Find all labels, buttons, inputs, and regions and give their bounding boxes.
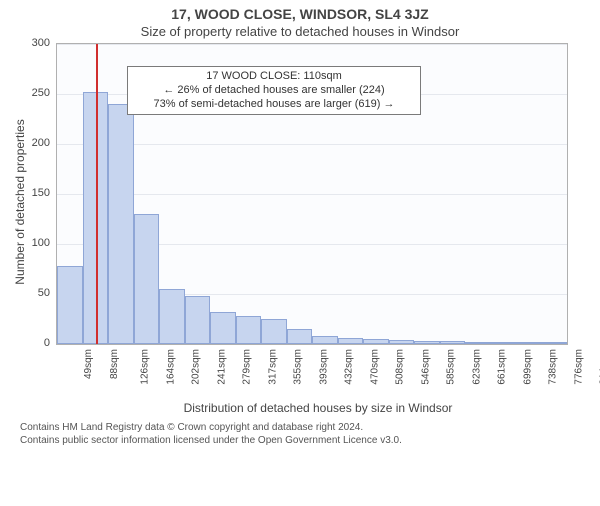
x-tick-label: 88sqm <box>109 349 120 379</box>
page-title: 17, WOOD CLOSE, WINDSOR, SL4 3JZ <box>0 6 600 22</box>
x-ticks: 49sqm 88sqm 126sqm 164sqm 202sqm 241sqm 279sqm… <box>56 345 566 397</box>
x-tick-label: 776sqm <box>573 349 584 385</box>
histogram-bar <box>57 266 83 344</box>
x-tick-label: 546sqm <box>420 349 431 385</box>
highlight-line <box>96 44 98 344</box>
plot-wrapper: 050100150200250300 17 WOOD CLOSE: 110sqm… <box>56 43 580 397</box>
histogram-bar <box>185 296 211 344</box>
gridline <box>57 144 567 145</box>
y-tick-label: 250 <box>32 87 50 99</box>
y-tick-mark <box>56 94 57 95</box>
footer-line-2: Contains public sector information licen… <box>20 434 580 447</box>
x-tick-label: 585sqm <box>446 349 457 385</box>
histogram-bar <box>440 341 466 344</box>
y-tick-label: 100 <box>32 237 50 249</box>
x-tick-label: 470sqm <box>369 349 380 385</box>
histogram-bar <box>287 329 313 344</box>
footer-line-1: Contains HM Land Registry data © Crown c… <box>20 421 580 434</box>
y-tick-label: 0 <box>44 337 50 349</box>
x-tick-label: 202sqm <box>191 349 202 385</box>
histogram-bar <box>338 338 364 344</box>
annotation-line: ← 26% of detached houses are smaller (22… <box>134 84 414 98</box>
y-tick-mark <box>56 194 57 195</box>
x-tick-label: 355sqm <box>293 349 304 385</box>
histogram-bar <box>236 316 262 344</box>
x-tick-label: 738sqm <box>548 349 559 385</box>
x-tick-label: 623sqm <box>471 349 482 385</box>
y-tick-mark <box>56 144 57 145</box>
histogram-bar <box>312 336 338 344</box>
y-tick-label: 150 <box>32 187 50 199</box>
plot-area: 17 WOOD CLOSE: 110sqm← 26% of detached h… <box>56 43 568 345</box>
histogram-bar <box>363 339 389 344</box>
y-ticks: 050100150200250300 <box>20 43 54 343</box>
x-tick-label: 279sqm <box>242 349 253 385</box>
histogram-bar <box>210 312 236 344</box>
x-tick-label: 432sqm <box>344 349 355 385</box>
y-tick-mark <box>56 44 57 45</box>
histogram-bar <box>83 92 109 344</box>
histogram-bar <box>491 342 517 344</box>
x-tick-label: 241sqm <box>216 349 227 385</box>
histogram-bar <box>108 104 134 344</box>
annotation-line: 73% of semi-detached houses are larger (… <box>134 98 414 112</box>
x-tick-mark <box>567 344 568 345</box>
x-axis-label: Distribution of detached houses by size … <box>56 401 580 415</box>
histogram-bar <box>261 319 287 344</box>
x-tick-label: 508sqm <box>395 349 406 385</box>
x-tick-label: 661sqm <box>497 349 508 385</box>
y-tick-label: 50 <box>38 287 50 299</box>
page-subtitle: Size of property relative to detached ho… <box>0 24 600 39</box>
gridline <box>57 44 567 45</box>
x-tick-label: 164sqm <box>165 349 176 385</box>
histogram-bar <box>542 342 568 344</box>
histogram-bar <box>159 289 185 344</box>
histogram-bar <box>465 342 491 344</box>
histogram-bar <box>389 340 415 344</box>
y-tick-label: 200 <box>32 137 50 149</box>
x-tick-label: 393sqm <box>318 349 329 385</box>
y-tick-mark <box>56 244 57 245</box>
x-tick-label: 317sqm <box>267 349 278 385</box>
gridline <box>57 194 567 195</box>
histogram-bar <box>414 341 440 344</box>
y-tick-label: 300 <box>32 37 50 49</box>
x-tick-label: 699sqm <box>522 349 533 385</box>
x-tick-label: 126sqm <box>140 349 151 385</box>
histogram-bar <box>516 342 542 344</box>
histogram-bar <box>134 214 160 344</box>
footer: Contains HM Land Registry data © Crown c… <box>20 421 580 447</box>
x-tick-label: 49sqm <box>83 349 94 379</box>
annotation-box: 17 WOOD CLOSE: 110sqm← 26% of detached h… <box>127 66 421 115</box>
annotation-line: 17 WOOD CLOSE: 110sqm <box>134 70 414 84</box>
